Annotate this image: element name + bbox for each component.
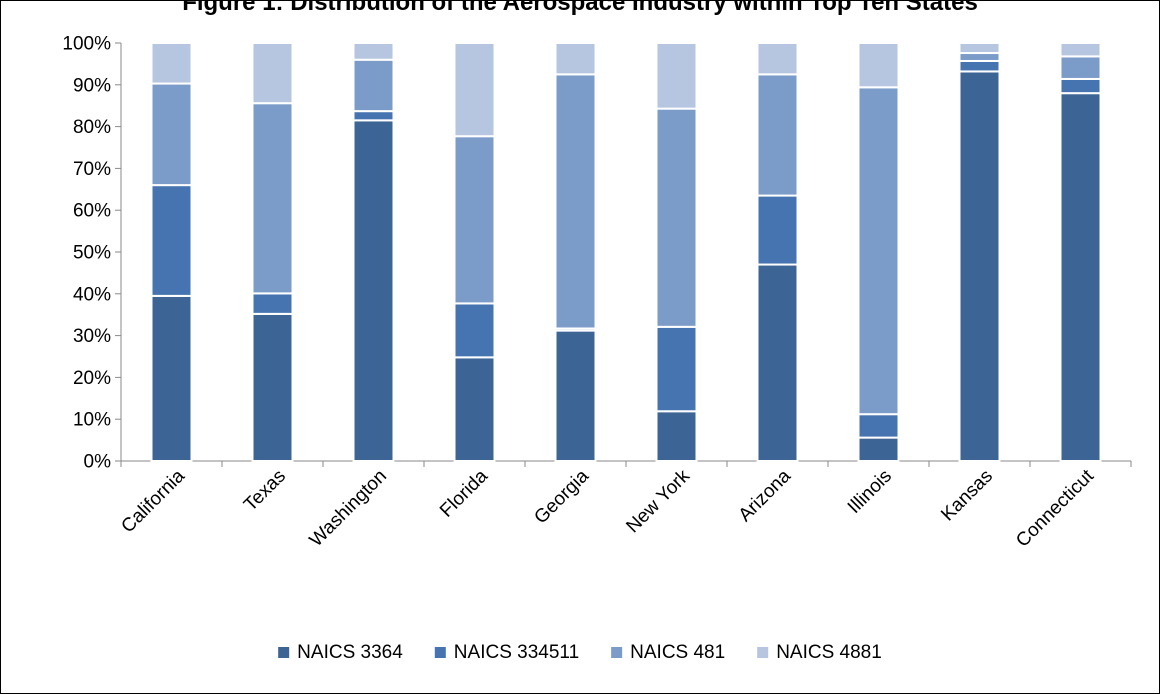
y-tick-labels: 0% 10% 20% 30% 40% 50% 60% 70% 80% 90% 100% [62,34,111,473]
bar-segment-illinois-naics-481 [857,86,900,416]
x-category-label: Illinois [844,466,896,518]
bar-segment-washington-naics-3364 [352,119,395,463]
bar-segment-arizona-naics-4881 [756,42,799,76]
legend-item-naics-4881: NAICS 4881 [757,642,882,663]
chart-title: Figure 1: Distribution of the Aerospace … [182,1,978,16]
bar-segment-connecticut-naics-334511 [1059,77,1102,95]
x-category-label: Kansas [937,466,997,526]
bar-segment-arizona-naics-481 [756,73,799,197]
bar-segment-florida-naics-4881 [453,42,496,138]
bar-segment-texas-naics-3364 [251,312,294,463]
bar-segment-florida-naics-481 [453,135,496,305]
legend-label: NAICS 4881 [776,642,882,663]
bar-segment-washington-naics-334511 [352,110,395,122]
bar-segment-illinois-naics-4881 [857,42,900,89]
x-category-label: Washington [306,466,391,551]
y-tick-label: 20% [73,368,111,389]
bar-segment-texas-naics-334511 [251,292,294,315]
y-tick-label: 80% [73,117,111,138]
bar-segment-kansas-naics-481 [958,52,1001,62]
legend-swatch [278,647,290,658]
bar-segment-kansas-naics-3364 [958,70,1001,462]
y-tick-label: 90% [73,75,111,96]
bar-segment-georgia-naics-4881 [554,42,597,76]
x-category-labels: California Texas Washington Florida Georgia N… [117,465,1098,551]
y-tick-label: 70% [73,159,111,180]
y-tick-label: 100% [62,34,111,55]
bar-segment-new-york-naics-4881 [655,42,698,110]
x-category-label: New York [622,465,694,537]
bar-segment-washington-naics-481 [352,58,395,113]
x-category-label: California [117,465,189,537]
y-tick-label: 50% [73,243,111,264]
x-category-label: Connecticut [1012,465,1098,551]
bar-segment-kansas-naics-4881 [958,42,1001,55]
legend-item-naics-334511: NAICS 334511 [434,642,579,663]
legend-label: NAICS 481 [630,642,725,663]
bar-segment-georgia-naics-481 [554,73,597,330]
bar-segment-georgia-naics-3364 [554,329,597,463]
y-tick-label: 30% [73,326,111,347]
bar-segment-illinois-naics-334511 [857,413,900,439]
bar-segment-texas-naics-481 [251,102,294,295]
legend: NAICS 3364 NAICS 334511 NAICS 481 NAICS 488… [278,642,882,663]
bar-segment-new-york-naics-481 [655,107,698,328]
x-category-label: Texas [240,466,290,516]
legend-item-naics-3364: NAICS 3364 [278,642,403,663]
bar-segment-arizona-naics-3364 [756,263,799,463]
legend-label: NAICS 334511 [454,642,579,663]
bar-segment-connecticut-naics-3364 [1059,92,1102,462]
bar-segment-new-york-naics-3364 [655,410,698,462]
y-tick-label: 60% [73,201,111,222]
bar-segment-florida-naics-334511 [453,302,496,359]
bar-segment-arizona-naics-334511 [756,194,799,266]
y-tick-label: 10% [73,410,111,431]
bar-segment-california-naics-481 [150,82,193,187]
x-category-label: Florida [436,465,492,521]
legend-swatch [434,647,446,658]
legend-swatch [757,647,769,658]
bar-segment-connecticut-naics-4881 [1059,42,1102,58]
bar-segment-florida-naics-3364 [453,356,496,462]
bar-segment-kansas-naics-334511 [958,59,1001,73]
bar-segment-washington-naics-4881 [352,42,395,61]
bar-segment-connecticut-naics-481 [1059,55,1102,80]
bars [150,42,1102,463]
x-category-label: Georgia [530,465,593,528]
y-tick-label: 0% [84,452,112,473]
bar-segment-texas-naics-4881 [251,42,294,105]
bar-segment-california-naics-3364 [150,294,193,463]
bar-segment-california-naics-4881 [150,42,193,85]
bar-segment-california-naics-334511 [150,184,193,297]
y-tick-label: 40% [73,284,111,305]
legend-label: NAICS 3364 [297,642,403,663]
bar-segment-illinois-naics-3364 [857,436,900,463]
bar-segment-new-york-naics-334511 [655,325,698,413]
legend-item-naics-481: NAICS 481 [611,642,725,663]
x-category-label: Arizona [735,465,796,526]
legend-swatch [611,647,623,658]
